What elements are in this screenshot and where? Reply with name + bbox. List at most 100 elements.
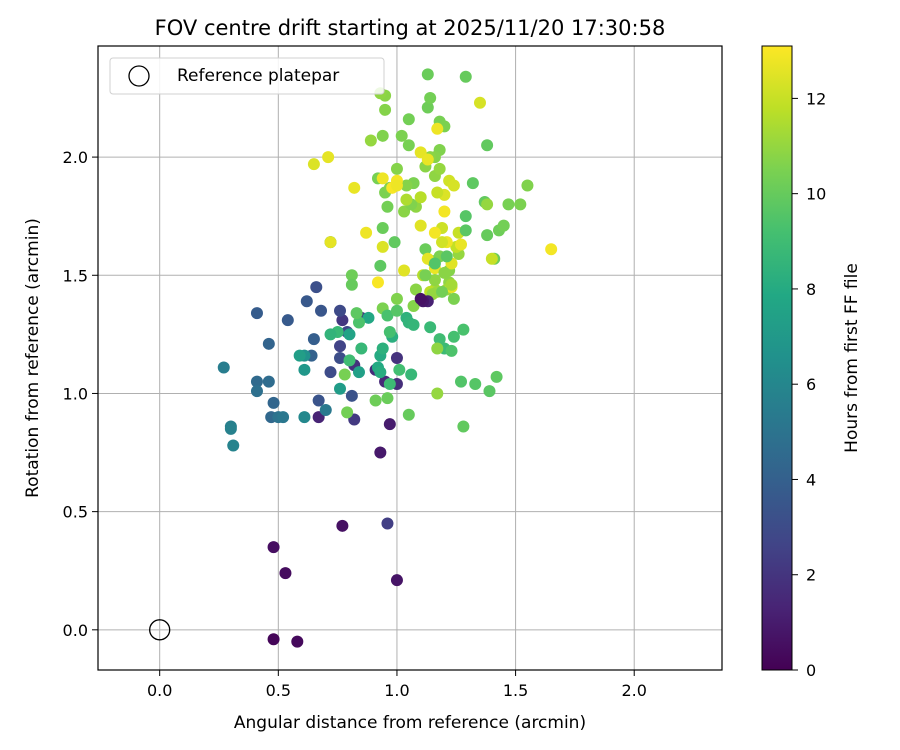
data-point <box>455 375 468 388</box>
legend-marker-reference <box>128 65 150 87</box>
colorbar-tick-label: 10 <box>806 185 826 204</box>
data-point <box>402 408 415 421</box>
data-point <box>438 266 451 279</box>
data-point <box>457 420 470 433</box>
x-tick-label: 2.0 <box>621 681 646 700</box>
y-tick-label: 0.0 <box>63 621 88 640</box>
y-tick-label: 1.0 <box>63 384 88 403</box>
data-point <box>390 352 403 364</box>
data-point <box>414 219 427 232</box>
data-point <box>376 222 389 234</box>
data-point <box>421 101 434 114</box>
data-point <box>334 340 347 353</box>
data-point <box>481 229 494 242</box>
data-point <box>481 198 494 211</box>
data-points <box>217 68 558 648</box>
colorbar-ticks: 0 2 4 6 8 10 12 <box>792 89 826 680</box>
y-tick-label: 1.5 <box>63 266 88 285</box>
data-point <box>262 375 275 388</box>
data-point <box>376 172 389 185</box>
data-point <box>459 210 472 223</box>
data-point <box>312 394 325 407</box>
data-point <box>436 285 449 298</box>
colorbar-gradient <box>761 45 793 671</box>
x-tick-label: 1.0 <box>384 681 409 700</box>
data-point <box>277 411 290 424</box>
data-point <box>383 378 396 390</box>
data-point <box>402 139 415 152</box>
data-point <box>497 219 510 232</box>
data-point <box>419 243 432 256</box>
data-point <box>379 103 392 116</box>
data-point <box>307 158 320 171</box>
data-point <box>364 134 377 147</box>
data-point <box>473 96 486 109</box>
data-point <box>341 406 354 419</box>
data-point <box>279 567 292 580</box>
colorbar-tick-label: 12 <box>806 89 826 108</box>
data-point <box>502 198 515 211</box>
y-tick-label: 0.5 <box>63 503 88 522</box>
data-point <box>352 316 365 329</box>
data-point <box>438 205 451 218</box>
data-point <box>428 257 441 270</box>
data-point <box>459 70 472 83</box>
data-point <box>267 541 280 554</box>
colorbar-label: Hours from first FF file <box>842 263 862 453</box>
data-point <box>409 283 422 296</box>
data-point <box>322 151 335 164</box>
data-point <box>436 236 449 249</box>
data-point <box>250 307 263 320</box>
data-point <box>334 382 347 395</box>
data-point <box>281 314 294 327</box>
data-point <box>307 333 320 346</box>
data-point <box>428 226 441 239</box>
x-axis-label: Angular distance from reference (arcmin) <box>234 713 586 733</box>
plot-frame <box>97 45 723 671</box>
data-point <box>431 186 444 199</box>
data-point <box>483 385 496 398</box>
data-point <box>395 129 408 142</box>
data-point <box>371 276 384 289</box>
x-tick-label: 1.5 <box>503 681 528 700</box>
data-point <box>381 200 394 213</box>
data-point <box>310 281 323 294</box>
grid-lines <box>98 46 722 670</box>
data-point <box>390 179 403 192</box>
data-point <box>300 295 313 308</box>
data-point <box>455 238 468 251</box>
data-point <box>407 318 420 331</box>
data-point <box>376 240 389 253</box>
data-point <box>345 389 358 402</box>
data-point <box>319 404 332 416</box>
colorbar-tick-label: 2 <box>806 566 816 585</box>
colorbar: 0 2 4 6 8 10 12 Hours from first FF file <box>761 45 862 680</box>
data-point <box>315 304 328 317</box>
data-point <box>224 422 237 435</box>
data-point <box>324 366 337 379</box>
data-point <box>374 446 387 459</box>
data-point <box>360 226 373 239</box>
data-point <box>362 311 375 324</box>
data-point <box>545 243 558 256</box>
data-point <box>390 162 403 175</box>
legend: Reference platepar <box>109 57 385 95</box>
y-tick-label: 2.0 <box>63 148 88 167</box>
data-point <box>390 292 403 305</box>
data-point <box>381 517 394 530</box>
data-point <box>374 366 387 379</box>
data-point <box>262 337 275 350</box>
data-point <box>291 635 304 648</box>
data-point <box>250 375 263 388</box>
data-point <box>485 252 498 265</box>
data-point <box>376 342 389 355</box>
data-point <box>298 363 311 376</box>
data-point <box>267 633 280 646</box>
data-point <box>383 418 396 431</box>
chart-title: FOV centre drift starting at 2025/11/20 … <box>155 16 666 40</box>
data-point <box>267 396 280 409</box>
data-point <box>405 368 418 381</box>
data-point <box>424 321 437 334</box>
data-point <box>466 177 479 190</box>
